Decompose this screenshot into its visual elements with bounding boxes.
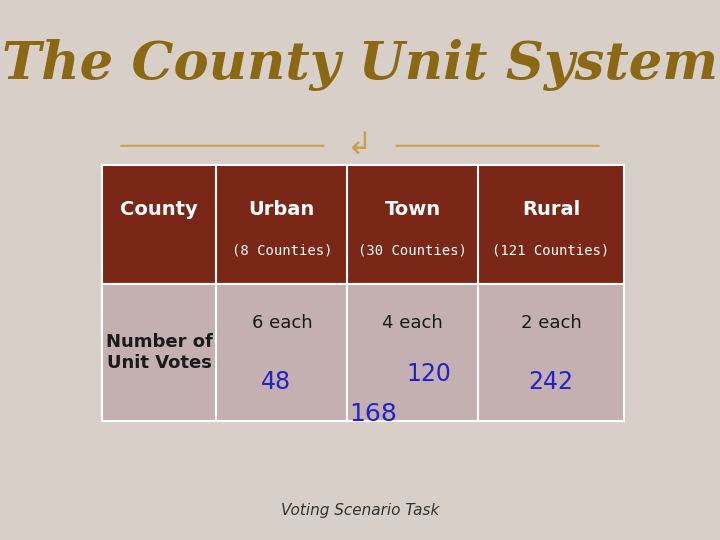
FancyBboxPatch shape bbox=[102, 165, 624, 284]
Text: Town: Town bbox=[384, 200, 441, 219]
FancyBboxPatch shape bbox=[102, 284, 624, 421]
Text: ↲: ↲ bbox=[347, 131, 373, 160]
Text: Number of
Unit Votes: Number of Unit Votes bbox=[106, 333, 212, 372]
Text: 4 each: 4 each bbox=[382, 314, 443, 332]
Text: Voting Scenario Task: Voting Scenario Task bbox=[281, 503, 439, 518]
Text: The County Unit System: The County Unit System bbox=[2, 39, 718, 91]
Text: 48: 48 bbox=[261, 370, 292, 394]
Text: 168: 168 bbox=[349, 402, 397, 427]
Text: (30 Counties): (30 Counties) bbox=[358, 243, 467, 257]
Text: Urban: Urban bbox=[248, 200, 315, 219]
Text: County: County bbox=[120, 200, 198, 219]
Text: 2 each: 2 each bbox=[521, 314, 581, 332]
Text: (121 Counties): (121 Counties) bbox=[492, 243, 610, 257]
Text: 242: 242 bbox=[528, 370, 573, 394]
Text: 6 each: 6 each bbox=[251, 314, 312, 332]
Text: (8 Counties): (8 Counties) bbox=[232, 243, 332, 257]
Text: Rural: Rural bbox=[522, 200, 580, 219]
Text: 120: 120 bbox=[407, 362, 451, 386]
